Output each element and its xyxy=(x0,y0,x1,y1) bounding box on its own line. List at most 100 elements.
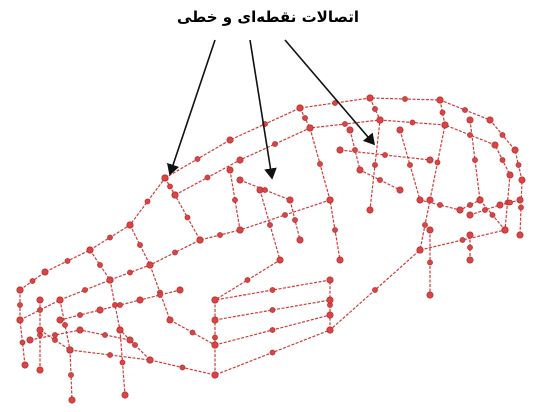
joint-node xyxy=(292,217,297,222)
joint-node xyxy=(132,342,137,347)
joint-node xyxy=(212,317,218,323)
joint-node xyxy=(437,202,442,207)
joint-node xyxy=(327,312,333,318)
joint-node xyxy=(62,322,67,327)
joint-node xyxy=(27,337,33,343)
joint-node xyxy=(137,297,143,303)
joint-node xyxy=(492,142,498,148)
joint-node xyxy=(17,302,22,307)
joint-node xyxy=(307,125,313,131)
joint-node xyxy=(467,232,473,238)
body: {"label": "اتصالات نقطه‌ای و خطی"} اتصال… xyxy=(0,0,538,412)
joint-node xyxy=(17,317,23,323)
joint-node xyxy=(232,197,237,202)
joint-node xyxy=(97,307,103,313)
joint-node xyxy=(227,137,233,143)
joint-node xyxy=(162,175,168,181)
joint-node xyxy=(347,127,353,133)
joint-node xyxy=(87,247,93,253)
joint-node xyxy=(205,175,210,180)
joint-node xyxy=(487,117,493,123)
joint-node xyxy=(185,215,190,220)
joint-node xyxy=(117,302,122,307)
joint-node xyxy=(217,232,222,237)
joint-node xyxy=(327,277,333,283)
joint-node xyxy=(342,121,347,126)
joint-node xyxy=(427,227,433,233)
joint-node xyxy=(519,177,525,183)
joint-node xyxy=(107,235,112,240)
joint-node xyxy=(467,117,473,123)
joint-node xyxy=(127,337,133,343)
joint-node xyxy=(195,156,200,161)
joint-node xyxy=(172,192,178,198)
joint-node xyxy=(467,132,472,137)
joint-node xyxy=(297,237,303,243)
joint-node xyxy=(327,297,333,303)
joint-node xyxy=(352,147,357,152)
joint-node xyxy=(37,297,43,303)
joint-node xyxy=(52,332,57,337)
joint-node xyxy=(68,372,73,377)
joint-node xyxy=(457,207,463,213)
frame-line xyxy=(215,190,280,300)
joint-node xyxy=(270,327,275,332)
joint-node xyxy=(212,372,218,378)
joint-node xyxy=(435,160,440,165)
joint-node xyxy=(397,187,403,193)
joint-node xyxy=(482,207,487,212)
joint-node xyxy=(382,152,387,157)
joint-node xyxy=(122,392,128,398)
joint-node xyxy=(427,260,432,265)
joint-node xyxy=(270,350,275,355)
frame-line xyxy=(175,120,510,230)
frame-line xyxy=(300,108,340,260)
joint-node xyxy=(500,157,505,162)
joint-node xyxy=(422,222,427,227)
joint-node xyxy=(145,199,150,204)
joint-node xyxy=(137,242,142,247)
joint-node xyxy=(397,127,403,133)
joint-node xyxy=(272,141,277,146)
joint-node xyxy=(30,278,35,283)
joint-node xyxy=(82,287,87,292)
joint-node xyxy=(157,292,162,297)
joint-node xyxy=(467,257,473,263)
joint-node xyxy=(37,367,43,373)
joint-node xyxy=(402,96,407,101)
frame-line xyxy=(230,170,330,230)
joint-node xyxy=(377,177,382,182)
joint-node xyxy=(427,292,433,298)
joint-node xyxy=(440,110,445,115)
joint-node xyxy=(177,287,183,293)
joint-node xyxy=(167,184,172,189)
page: html,body{margin:0;padding:0;background:… xyxy=(0,0,538,412)
joint-node xyxy=(518,205,523,210)
joint-node xyxy=(477,197,483,203)
joint-node xyxy=(22,362,28,368)
frame-line xyxy=(400,130,480,210)
joint-node xyxy=(367,95,373,101)
joint-node xyxy=(57,317,63,323)
joint-node xyxy=(472,157,477,162)
joint-node xyxy=(372,287,377,292)
joint-node xyxy=(357,167,363,173)
joint-node xyxy=(507,172,513,178)
joint-node xyxy=(212,335,217,340)
joint-node xyxy=(287,197,293,203)
joint-node xyxy=(37,327,43,333)
joint-node xyxy=(117,327,123,333)
joint-node xyxy=(490,212,495,217)
joint-node xyxy=(427,197,433,203)
joint-node xyxy=(17,287,23,293)
joint-node xyxy=(507,200,512,205)
joint-node xyxy=(20,340,25,345)
frame-line xyxy=(110,280,150,360)
joint-node xyxy=(417,197,423,203)
joint-node xyxy=(270,307,275,312)
joint-node xyxy=(427,157,433,163)
frame-line xyxy=(240,180,300,240)
joint-node xyxy=(42,269,48,275)
joint-node xyxy=(120,360,125,365)
joint-node xyxy=(237,157,243,163)
